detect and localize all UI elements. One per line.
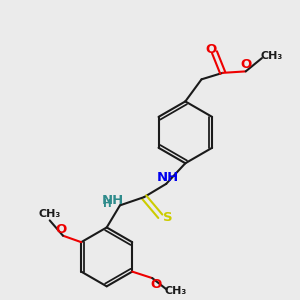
Text: NH: NH (157, 171, 179, 184)
Text: CH₃: CH₃ (39, 209, 61, 219)
Text: CH₃: CH₃ (164, 286, 186, 296)
Text: O: O (205, 43, 217, 56)
Text: S: S (163, 211, 172, 224)
Text: H: H (103, 200, 112, 209)
Text: O: O (150, 278, 161, 291)
Text: O: O (56, 223, 67, 236)
Text: CH₃: CH₃ (260, 51, 282, 61)
Text: NH: NH (101, 194, 124, 207)
Text: O: O (240, 58, 251, 71)
